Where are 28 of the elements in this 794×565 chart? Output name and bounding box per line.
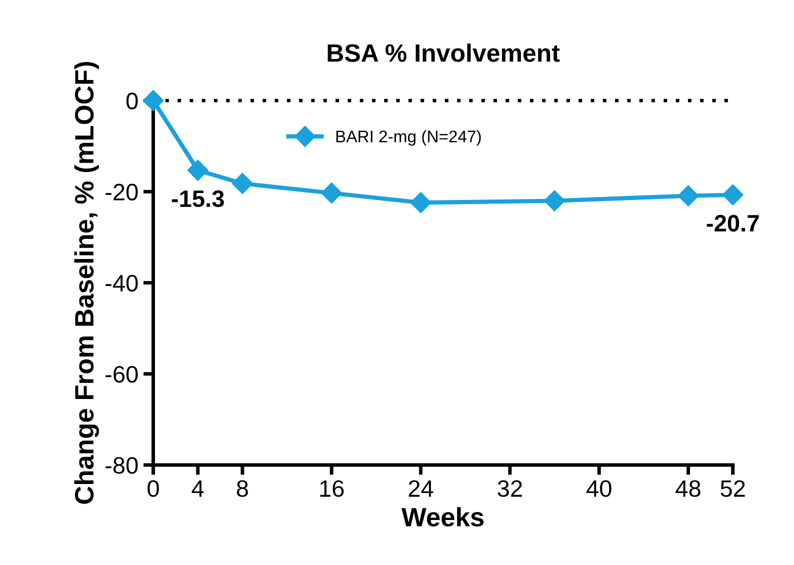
data-label: -20.7: [706, 214, 759, 232]
point: [544, 190, 566, 212]
x-axis-title: Weeks: [402, 507, 484, 527]
point: [232, 172, 253, 194]
x-tick-label: 16: [320, 480, 344, 497]
point: [321, 182, 342, 204]
chart-title: BSA % Involvement: [328, 44, 560, 62]
x-tick-label: 52: [720, 480, 745, 497]
point: [678, 185, 699, 206]
y-tick-label: -60: [106, 366, 138, 383]
x-tick-label: 0: [148, 480, 159, 497]
point: [187, 160, 208, 181]
y-tick-label: -40: [106, 274, 138, 292]
x-tick-label: 40: [586, 480, 612, 497]
point: [142, 90, 164, 112]
x-tick-label: 8: [236, 480, 248, 497]
x-tick-label: 48: [676, 480, 700, 497]
y-tick-label: 0: [126, 92, 138, 110]
x-tick-label: 32: [498, 480, 522, 497]
point: [722, 184, 744, 206]
y-tick-label: -80: [106, 457, 138, 474]
y-axis-title: Change From Baseline, % (mLOCF): [74, 62, 99, 504]
x-tick-label: 24: [408, 480, 434, 497]
data-label: -15.3: [172, 190, 224, 208]
legend-label: BARI 2-mg (N=247): [336, 130, 481, 146]
point: [410, 192, 432, 214]
y-tick-label: -20: [106, 184, 138, 200]
x-tick-label: 4: [192, 480, 204, 497]
